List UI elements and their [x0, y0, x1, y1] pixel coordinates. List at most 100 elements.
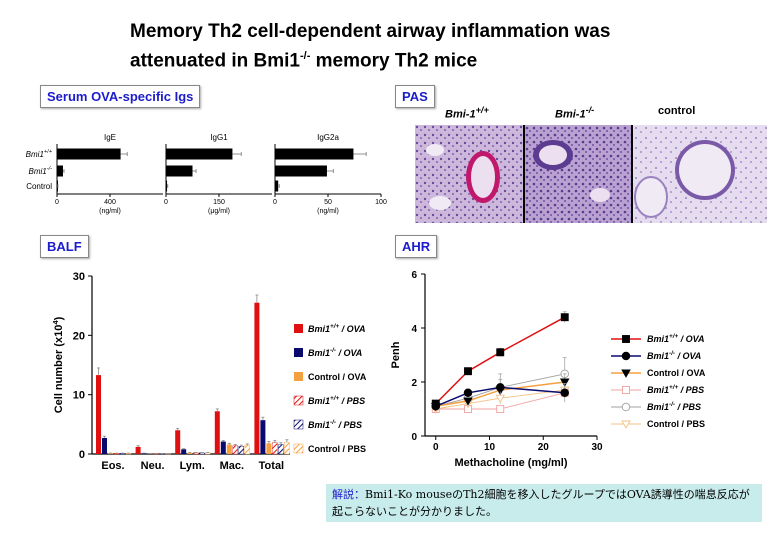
balf-bar — [96, 375, 101, 454]
balf-legend-label: Bmi1+/+ / PBS — [308, 395, 365, 406]
balf-bar — [204, 452, 211, 455]
pas-label-wt: Bmi-1+/+ — [445, 105, 489, 121]
balf-legend-swatch — [294, 348, 303, 357]
ahr-x-tick-label: 10 — [484, 442, 496, 453]
balf-category-label: Eos. — [101, 460, 124, 472]
serum-tick-label: 400 — [104, 199, 116, 206]
balf-bar — [220, 441, 226, 454]
balf-category-label: Total — [259, 460, 284, 472]
ahr-marker-square — [622, 386, 630, 394]
ahr-series-line — [435, 386, 565, 407]
pas-image-wt — [415, 125, 525, 223]
balf-y-tick-label: 0 — [79, 449, 85, 461]
title-line-2-sup: -/- — [299, 50, 311, 62]
balf-legend-swatch — [293, 419, 304, 430]
balf-legend-label: Bmi1+/+ / OVA — [308, 323, 365, 334]
ahr-y-tick-label: 4 — [411, 324, 417, 335]
ahr-legend-label: Control / PBS — [647, 419, 705, 429]
ahr-y-tick-label: 2 — [411, 378, 417, 389]
balf-bar — [214, 411, 220, 454]
balf-bar — [244, 444, 251, 455]
balf-bar — [135, 446, 141, 454]
balf-bar — [284, 441, 290, 455]
ahr-y-tick-label: 0 — [411, 432, 417, 443]
ahr-series-line — [435, 389, 565, 410]
ahr-marker-square — [496, 348, 505, 357]
ahr-chart: 0 2 4 6 0 10 20 30 Penh Methacholine (mg/ml) Bmi1+… — [390, 270, 706, 469]
serum-tick-label: 0 — [55, 199, 59, 206]
balf-category-label: Neu. — [141, 460, 165, 472]
serum-bar — [275, 148, 354, 160]
ahr-marker-triangle — [463, 397, 473, 406]
serum-tick-label: 0 — [273, 199, 277, 206]
ahr-marker-circle — [495, 383, 505, 392]
serum-subplot-title: IgE — [104, 133, 116, 142]
explanation-note: 解説：Bmi1-Ko mouseのTh2細胞を移入したグループではOVA誘導性の… — [326, 484, 762, 522]
ahr-x-tick-label: 0 — [433, 442, 439, 453]
balf-bar — [192, 452, 199, 455]
serum-bar — [275, 165, 327, 177]
serum-bar — [166, 148, 233, 160]
balf-bar — [187, 452, 193, 454]
balf-y-tick-label: 20 — [73, 330, 85, 342]
balf-y-tick-label: 10 — [73, 390, 85, 402]
ahr-series-line — [435, 392, 565, 410]
panel-label-pas: PAS — [395, 85, 435, 108]
ahr-y-tick-label: 6 — [411, 270, 417, 281]
ahr-x-label: Methacholine (mg/ml) — [454, 457, 567, 469]
balf-bar — [232, 445, 239, 455]
balf-bar — [102, 437, 107, 454]
ahr-series-line — [435, 381, 565, 408]
balf-legend-label: Control / PBS — [308, 444, 366, 454]
ahr-marker-triangle — [621, 369, 631, 378]
ahr-marker-square — [464, 367, 472, 376]
balf-category-label: Lym. — [180, 460, 205, 472]
balf-legend-label: Bmi1-/- / PBS — [308, 419, 362, 430]
serum-subplot-title: IgG1 — [210, 133, 228, 142]
pas-label-ko-text: Bmi-1 — [555, 108, 586, 121]
ahr-legend-label: Bmi1+/+ / OVA — [647, 333, 704, 344]
pas-label-ko-sup: -/- — [585, 105, 595, 115]
balf-bar — [226, 444, 232, 454]
pas-label-control: control — [658, 105, 696, 117]
balf-bar — [175, 430, 181, 454]
pas-label-ko: Bmi-1-/- — [555, 105, 594, 121]
panel-label-ahr: AHR — [395, 235, 438, 258]
note-key: 解説： — [332, 488, 365, 501]
ahr-marker-circle — [621, 351, 631, 361]
ahr-marker-circle — [560, 388, 569, 398]
pas-label-wt-sup: +/+ — [475, 105, 489, 115]
ahr-legend-label: Bmi1+/+ / PBS — [647, 384, 704, 395]
ahr-legend-label: Bmi1-/- / PBS — [647, 401, 701, 412]
serum-tick-label: 0 — [164, 199, 168, 206]
ahr-legend-label: Bmi1-/- / OVA — [647, 350, 701, 361]
serum-bar — [166, 180, 168, 192]
ahr-legend-label: Control / OVA — [647, 368, 706, 378]
balf-bar — [266, 443, 272, 454]
serum-bar — [57, 165, 63, 177]
balf-legend-swatch — [293, 395, 304, 406]
serum-bar — [166, 165, 193, 177]
ahr-y-label: Penh — [390, 341, 402, 368]
panel-label-balf: BALF — [40, 235, 89, 258]
ahr-marker-circle — [463, 388, 473, 398]
pas-image-ko — [525, 125, 633, 223]
ahr-x-tick-label: 30 — [591, 442, 603, 453]
serum-bar — [57, 180, 58, 192]
serum-bar — [57, 148, 121, 160]
serum-bar — [275, 180, 279, 192]
balf-y-label: Cell number (x104) — [51, 316, 65, 413]
serum-unit-label: (μg/ml) — [208, 208, 230, 215]
balf-bar — [278, 444, 284, 455]
ahr-marker-square — [560, 313, 569, 322]
pas-image-control — [633, 125, 767, 223]
ahr-marker-square — [496, 405, 505, 413]
ahr-x-tick-label: 20 — [538, 442, 550, 453]
balf-bar — [141, 453, 147, 454]
balf-bar — [238, 446, 245, 455]
serum-group-label: Bmi1+/+ — [26, 149, 53, 159]
serum-ig-chart: Bmi1+/+ Bmi1-/- Control IgE 0 400 (ng/ml) IgG1 0… — [26, 133, 387, 215]
balf-chart: 0 10 20 30 Cell number (x104) Eos. Neu. Lym. Mac… — [51, 271, 367, 472]
serum-unit-label: (ng/ml) — [317, 208, 339, 215]
serum-group-label: Control — [26, 182, 52, 191]
